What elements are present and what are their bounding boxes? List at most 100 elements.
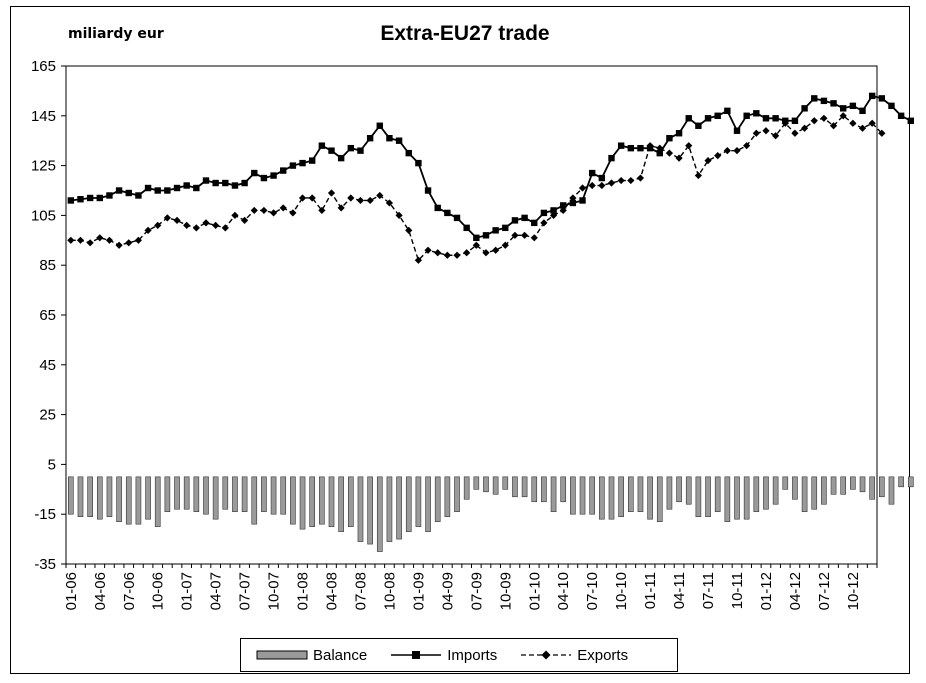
balance-bar (627, 476, 634, 513)
balance-bar (743, 476, 750, 520)
imports-point (637, 144, 644, 152)
legend-line-solid-swatch (391, 651, 442, 659)
balance-bar (531, 476, 538, 503)
imports-point (77, 196, 84, 203)
imports-point (463, 224, 470, 232)
imports-point (521, 214, 528, 222)
x-tick-label: 07-07 (237, 572, 254, 610)
exports-point (327, 189, 336, 197)
balance-bar (492, 476, 499, 495)
imports-point (502, 224, 509, 232)
imports-point (453, 214, 461, 222)
x-tick-label: 01-06 (63, 572, 80, 610)
x-tick-label: 10-11 (729, 572, 746, 609)
imports-point (608, 154, 615, 162)
exports-point (212, 221, 220, 229)
exports-point (501, 241, 509, 249)
imports-point (859, 107, 866, 115)
exports-point (144, 226, 152, 234)
balance-bar (299, 476, 306, 530)
exports-point (665, 149, 674, 157)
x-tick-label: 01-07 (179, 572, 196, 610)
imports-point (560, 202, 567, 209)
balance-bar (357, 476, 364, 542)
exports-point (511, 231, 519, 239)
imports-point (811, 95, 818, 102)
exports-point (385, 199, 394, 207)
exports-point (704, 157, 712, 165)
balance-bar (280, 476, 287, 515)
exports-point (376, 191, 384, 200)
balance-bar (183, 476, 190, 510)
balance-bar (637, 476, 644, 513)
y-tick-label: 125 (31, 158, 56, 175)
balance-bar (367, 476, 373, 545)
balance-bar (589, 476, 595, 515)
x-tick-label: 07-06 (121, 572, 138, 610)
balance-bar (801, 476, 808, 513)
exports-point (279, 204, 287, 212)
balance-bar (376, 476, 383, 552)
imports-point (96, 194, 103, 202)
legend-label-exports: Exports (577, 646, 629, 664)
exports-point (733, 147, 741, 155)
y-tick-label: 105 (31, 207, 56, 224)
imports-point (173, 184, 181, 192)
imports-point (656, 149, 663, 157)
balance-bar (685, 476, 692, 505)
balance-bar (348, 476, 354, 527)
imports-point (772, 115, 779, 122)
x-tick-label: 10-10 (613, 572, 630, 610)
y-tick-label: 65 (39, 307, 56, 324)
imports-point (395, 137, 403, 144)
exports-point (269, 209, 278, 217)
series-lines (67, 92, 914, 264)
exports-point (743, 142, 751, 150)
balance-bar (135, 476, 142, 525)
exports-point (588, 181, 596, 190)
exports-point (849, 119, 857, 127)
exports-point (569, 194, 577, 202)
exports-point (578, 184, 587, 192)
imports-point (289, 162, 297, 169)
imports-point (405, 149, 412, 157)
balance-bar (502, 476, 509, 490)
exports-point (154, 221, 162, 229)
balance-bar (415, 476, 422, 527)
balance-bar (261, 476, 267, 513)
x-tick-label: 07-12 (816, 572, 833, 610)
x-tick-label: 04-08 (324, 572, 341, 610)
exports-point (318, 206, 326, 215)
balance-bar (676, 476, 682, 503)
exports-point (752, 129, 760, 137)
exports-point (598, 181, 606, 190)
balance-bar (656, 476, 663, 522)
balance-bar (125, 476, 132, 525)
imports-point (666, 135, 673, 142)
balance-bar (695, 476, 702, 517)
exports-point (105, 236, 114, 244)
exports-point (810, 117, 818, 125)
exports-point (173, 216, 181, 224)
balance-bar (888, 476, 895, 505)
exports-point (76, 236, 85, 244)
balance-bar (434, 476, 441, 522)
balance-bar (386, 476, 393, 542)
imports-point (241, 179, 248, 187)
imports-point (907, 117, 914, 124)
exports-point (549, 211, 558, 219)
balance-bar (396, 476, 402, 540)
balance-bar (106, 476, 113, 517)
legend-item-imports: Imports (389, 647, 497, 664)
exports-point (67, 236, 75, 244)
imports-point (550, 207, 557, 214)
balance-bar (164, 476, 171, 513)
exports-point (868, 119, 876, 127)
imports-point (569, 199, 577, 207)
exports-point (878, 129, 886, 137)
exports-point (492, 246, 500, 254)
exports-point (694, 171, 702, 180)
exports-point (395, 211, 403, 219)
balance-bar (599, 476, 605, 520)
x-tick-label: 07-10 (584, 572, 601, 610)
